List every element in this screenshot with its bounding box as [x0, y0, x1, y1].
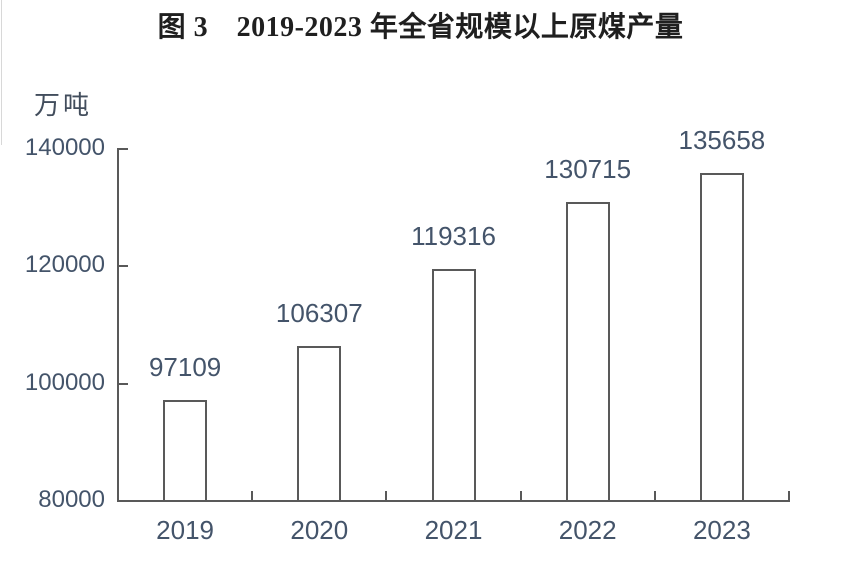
x-axis-label: 2019 [156, 515, 215, 545]
x-axis-label: 2023 [692, 515, 751, 545]
bar-value-label: 135658 [678, 125, 766, 156]
x-tick [519, 491, 522, 500]
y-tick [119, 148, 128, 150]
x-tick [251, 491, 254, 500]
bar-value-label: 130715 [544, 154, 632, 185]
x-tick [788, 491, 790, 500]
scan-artifact-line [1, 0, 2, 145]
y-axis-line [117, 148, 119, 502]
bar [297, 345, 342, 502]
bar [565, 202, 610, 502]
y-tick [119, 382, 128, 385]
x-tick [385, 491, 388, 500]
bar-value-label: 97109 [148, 351, 222, 382]
bar [699, 173, 744, 502]
y-tick-label: 100000 [24, 368, 105, 396]
bar-value-label: 106307 [275, 297, 363, 328]
y-tick-label: 120000 [24, 251, 105, 279]
x-axis-label: 2022 [558, 515, 617, 545]
y-axis-unit-label: 万吨 [34, 90, 93, 120]
bar [431, 269, 476, 502]
x-axis-label: 2020 [290, 515, 349, 545]
bar-value-label: 119316 [411, 221, 496, 252]
bar [163, 399, 208, 502]
y-tick-label: 80000 [38, 486, 105, 513]
x-axis-label: 2021 [424, 515, 483, 545]
x-tick [653, 491, 656, 500]
y-tick-label: 140000 [24, 134, 105, 161]
chart-title: 图 3 2019-2023 年全省规模以上原煤产量 [157, 12, 684, 43]
y-tick [119, 265, 128, 268]
